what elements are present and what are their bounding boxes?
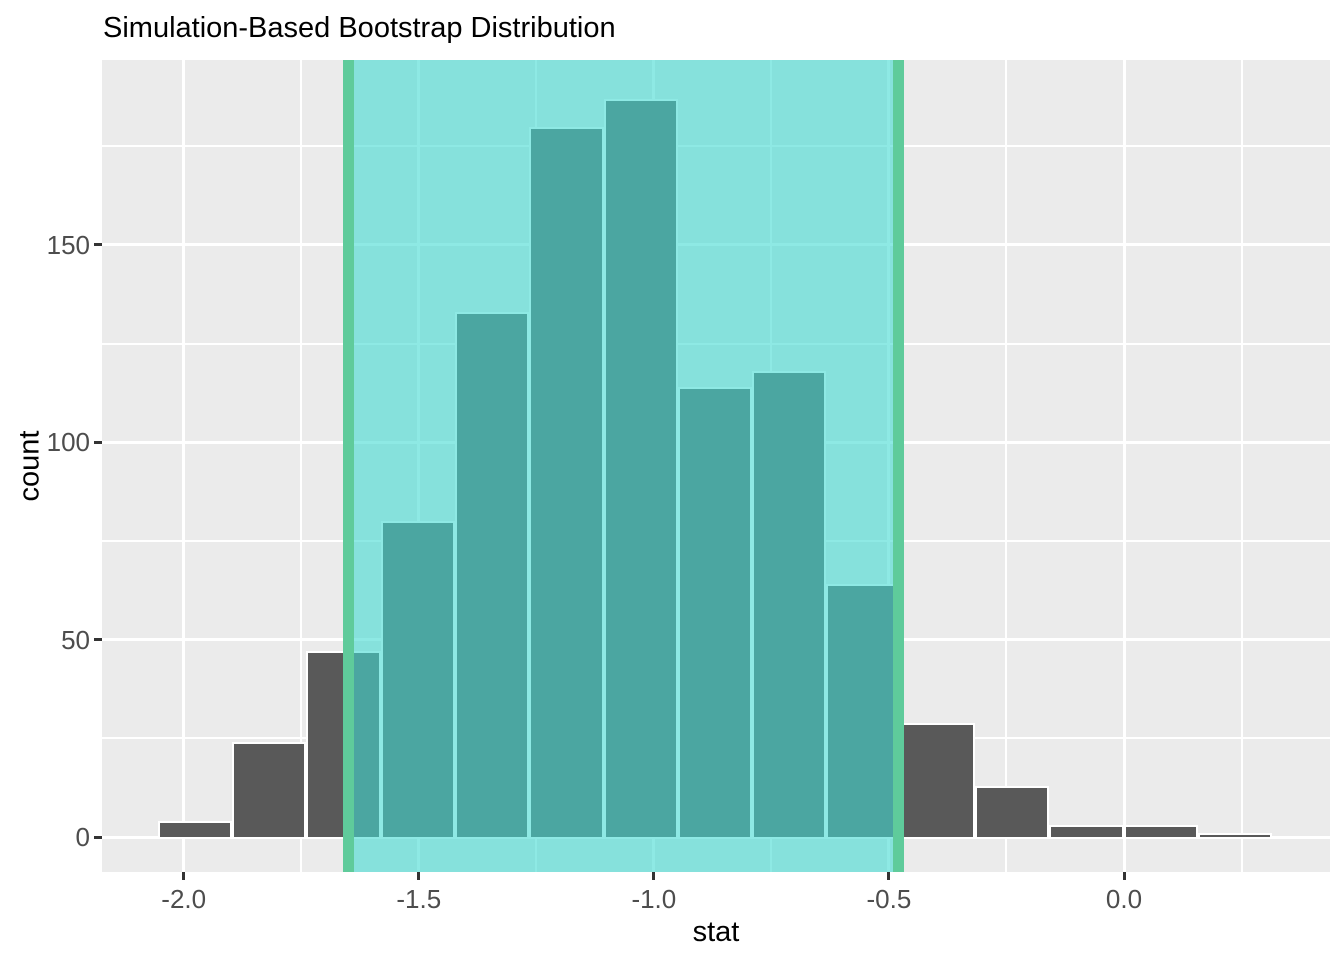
y-tick-label: 150 <box>46 229 90 260</box>
x-tick-mark <box>1122 872 1126 880</box>
y-tick-label: 50 <box>61 624 90 655</box>
y-tick-mark <box>94 638 102 642</box>
x-tick-label: -2.0 <box>161 884 207 914</box>
histogram-bar <box>974 786 1050 837</box>
x-tick-mark <box>887 872 891 880</box>
histogram-bar <box>900 723 975 837</box>
y-axis-title: count <box>13 430 46 502</box>
gridline-minor-vertical <box>300 60 303 872</box>
histogram-bar <box>1123 825 1198 837</box>
histogram-bar <box>232 742 307 837</box>
ci-upper-line <box>892 60 904 872</box>
x-tick-label: -1.5 <box>396 884 442 914</box>
y-tick-label: 100 <box>46 427 90 458</box>
y-tick-label: 0 <box>75 822 90 852</box>
plot-panel <box>102 60 1330 872</box>
y-tick-mark <box>94 243 102 247</box>
x-axis-title: stat <box>692 916 740 948</box>
gridline-major-vertical <box>182 60 186 872</box>
chart-title: Simulation-Based Bootstrap Distribution <box>103 12 616 44</box>
x-tick-mark <box>417 872 421 880</box>
x-tick-mark <box>182 872 186 880</box>
histogram-bar <box>157 821 233 837</box>
histogram-bar <box>1197 833 1273 837</box>
x-tick-label: -0.5 <box>866 884 912 914</box>
y-tick-mark <box>94 835 102 839</box>
gridline-minor-vertical <box>1005 60 1008 872</box>
ci-shade-region <box>348 60 899 872</box>
x-tick-label: 0.0 <box>1105 884 1143 914</box>
y-tick-mark <box>94 440 102 444</box>
gridline-major-vertical <box>1122 60 1126 872</box>
histogram-bar <box>1049 825 1124 837</box>
x-tick-mark <box>652 872 656 880</box>
x-tick-label: -1.0 <box>631 884 677 914</box>
ci-lower-line <box>342 60 354 872</box>
gridline-minor-vertical <box>1240 60 1243 872</box>
